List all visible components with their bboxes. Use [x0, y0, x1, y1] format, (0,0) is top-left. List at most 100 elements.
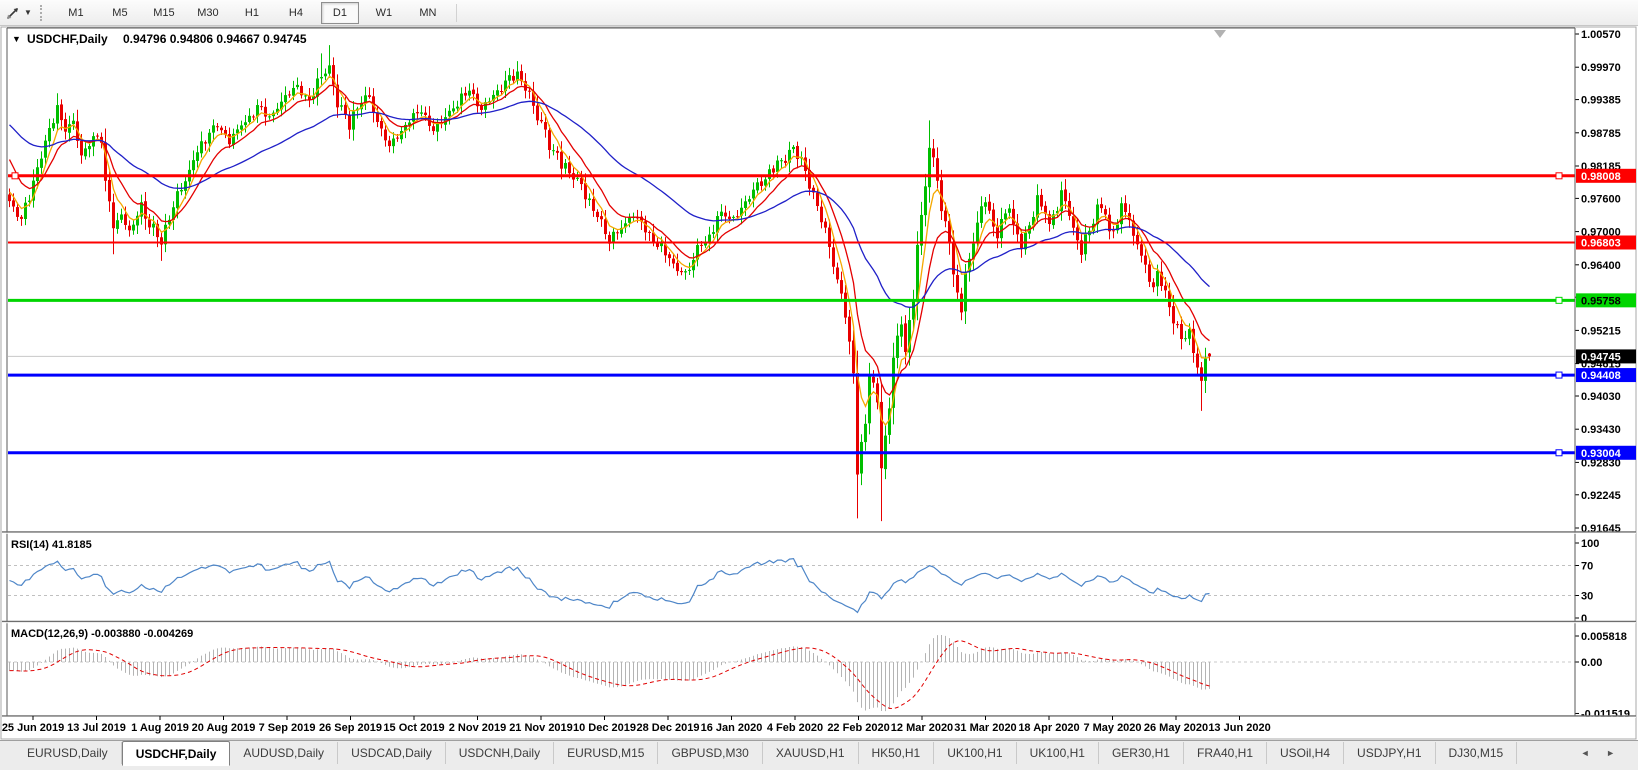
rsi-line — [9, 557, 1210, 614]
candle-body — [276, 108, 279, 113]
tab-usdchf-daily[interactable]: USDCHF,Daily — [121, 741, 231, 766]
timeframe-button-h4[interactable]: H4 — [288, 6, 303, 19]
macd-histogram — [9, 634, 1210, 712]
candle-body — [152, 223, 155, 228]
ma-line-fast — [8, 75, 1210, 427]
candle-body — [920, 214, 923, 246]
candle-body — [268, 116, 271, 118]
candle-body — [724, 212, 727, 217]
candle-body — [968, 258, 971, 273]
tab-dj30-m15[interactable]: DJ30,M15 — [1436, 742, 1518, 764]
hline-badge-label: 0.94408 — [1581, 370, 1621, 382]
candle-body — [688, 269, 691, 271]
tab-uk100-h1[interactable]: UK100,H1 — [934, 742, 1017, 764]
hline-marker[interactable] — [1555, 449, 1563, 457]
candle-body — [252, 116, 255, 118]
candle-body — [464, 92, 467, 96]
hline-marker[interactable] — [1555, 296, 1563, 304]
candle-body — [256, 105, 259, 117]
chart-canvas[interactable]: 1.005700.999700.993850.987850.981850.976… — [0, 26, 1638, 740]
candle-body — [840, 280, 843, 294]
candle-body — [308, 95, 311, 100]
date-label: 25 Jun 2019 — [2, 722, 64, 734]
current-price-badge-label: 0.94745 — [1581, 351, 1621, 363]
candle-body — [80, 140, 83, 156]
price-tick-label: 0.96400 — [1581, 260, 1621, 272]
candle-body — [824, 221, 827, 228]
candle-body — [976, 222, 979, 244]
tab-fra40-h1[interactable]: FRA40,H1 — [1184, 742, 1268, 764]
tab-eurusd-daily[interactable]: EURUSD,Daily — [14, 742, 122, 764]
timeframe-button-m5[interactable]: M5 — [112, 6, 128, 19]
timeframe-button-m1[interactable]: M1 — [68, 6, 84, 19]
candle-body — [544, 122, 547, 130]
tab-ger30-h1[interactable]: GER30,H1 — [1099, 742, 1184, 764]
chart-collapse-icon[interactable]: ▼ — [12, 34, 21, 44]
tab-eurusd-m15[interactable]: EURUSD,M15 — [554, 742, 659, 764]
candle-body — [924, 186, 927, 216]
candle-body — [228, 134, 231, 145]
candle-body — [728, 216, 731, 219]
candle-body — [60, 104, 63, 121]
tab-audusd-daily[interactable]: AUDUSD,Daily — [230, 742, 339, 764]
hline-badge-label: 0.93004 — [1581, 448, 1622, 460]
candle-body — [1132, 220, 1135, 236]
price-tick-label: 0.97600 — [1581, 193, 1621, 205]
timeframe-button-m30[interactable]: M30 — [197, 6, 219, 19]
candle-body — [580, 177, 583, 185]
hline-marker[interactable] — [11, 172, 19, 180]
date-label: 20 Aug 2019 — [192, 722, 256, 734]
tab-usdcnh-daily[interactable]: USDCNH,Daily — [446, 742, 555, 764]
hline-marker[interactable] — [1555, 371, 1563, 379]
date-label: 10 Dec 2019 — [573, 722, 636, 734]
candle-body — [392, 138, 395, 147]
candle-body — [404, 124, 407, 131]
timeframe-button-m15[interactable]: M15 — [153, 6, 175, 19]
candle-body — [948, 220, 951, 243]
candle-body — [780, 160, 783, 162]
candle-body — [1108, 214, 1111, 232]
line-studies-tool-button[interactable]: ▼ — [1, 2, 36, 24]
tab-uk100-h1[interactable]: UK100,H1 — [1017, 742, 1099, 764]
candle-body — [980, 206, 983, 223]
candle-body — [668, 254, 671, 259]
hline-marker[interactable] — [1555, 172, 1563, 180]
price-tick-label: 0.95215 — [1581, 325, 1621, 337]
candle-body — [548, 130, 551, 150]
candle-body — [360, 102, 363, 110]
candle-body — [528, 90, 531, 92]
candle-body — [512, 75, 515, 81]
tab-gbpusd-m30[interactable]: GBPUSD,M30 — [658, 742, 763, 764]
candle-body — [584, 183, 587, 200]
timeframe-button-h1[interactable]: H1 — [244, 6, 259, 19]
candle-body — [32, 180, 35, 201]
candle-body — [16, 207, 19, 217]
tab-usdjpy-h1[interactable]: USDJPY,H1 — [1344, 742, 1436, 764]
candle-body — [196, 152, 199, 161]
candle-body — [260, 106, 263, 108]
tab-hk50-h1[interactable]: HK50,H1 — [859, 742, 935, 764]
candle-body — [1012, 208, 1015, 225]
candle-body — [88, 146, 91, 150]
candle-body — [764, 179, 767, 186]
timeframe-button-mn[interactable]: MN — [419, 6, 437, 19]
candle-body — [364, 95, 367, 104]
candle-body — [600, 216, 603, 220]
candles[interactable] — [8, 45, 1211, 522]
timeframe-button-w1[interactable]: W1 — [375, 6, 393, 19]
candle-body — [696, 245, 699, 260]
chart-window: 1.00570 0.99970 0.99385 0.98785 0.98185 0.976… — [0, 26, 1638, 740]
tab-scroll-arrows[interactable]: ◄ ► — [1580, 748, 1622, 758]
candle-body — [172, 207, 175, 220]
candle-body — [784, 160, 787, 163]
candle-body — [1016, 223, 1019, 235]
candle-body — [416, 112, 419, 114]
timeframe-button-d1[interactable]: D1 — [320, 1, 359, 24]
tab-xauusd-h1[interactable]: XAUUSD,H1 — [763, 742, 859, 764]
tool-dropdown-arrow[interactable]: ▼ — [24, 8, 32, 17]
tab-usdcad-daily[interactable]: USDCAD,Daily — [338, 742, 446, 764]
candle-body — [1008, 208, 1011, 213]
tab-usoil-h4[interactable]: USOil,H4 — [1267, 742, 1345, 764]
candle-body — [56, 105, 59, 124]
candle-body — [1176, 324, 1179, 326]
